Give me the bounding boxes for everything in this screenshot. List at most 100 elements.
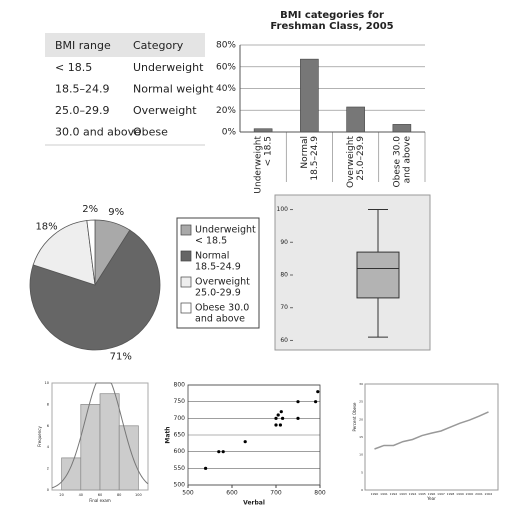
y-tick-label: 20% [216, 106, 236, 116]
x-tick-label: 2001 [475, 492, 483, 496]
x-tick-label: and above [402, 136, 412, 184]
point [278, 423, 282, 427]
point [314, 400, 318, 404]
point [296, 416, 300, 420]
y-tick-label: 2 [47, 467, 49, 471]
x-tick-label: 40 [79, 493, 83, 497]
x-tick-label: Underweight [254, 136, 264, 194]
y-tick-label: 80% [216, 41, 236, 51]
table-header: BMI range [55, 39, 111, 52]
x-tick-label: 800 [314, 490, 326, 497]
point [217, 450, 221, 454]
table-cell: 25.0–29.9 [55, 104, 109, 117]
data-label: 71% [110, 352, 132, 363]
y-tick-label: 4 [47, 445, 50, 449]
plot-bg [274, 194, 431, 351]
legend-label: Overweight [195, 277, 250, 288]
y-tick-label: 15 [359, 435, 363, 439]
legend-label: Underweight [195, 225, 256, 236]
legend-label: 25.0-29.9 [195, 288, 241, 299]
legend-label: < 18.5 [195, 236, 227, 247]
x-tick-label: 1999 [456, 492, 464, 496]
x-axis-label: Verbal [243, 500, 265, 507]
bar [118, 425, 139, 491]
x-tick-label: 500 [182, 490, 194, 497]
x-axis-label: Year [426, 496, 436, 501]
x-axis-label: Final exam [89, 498, 111, 503]
x-tick-label: 100 [135, 493, 142, 497]
point [274, 423, 278, 427]
legend-label: Normal [195, 251, 229, 262]
x-tick-label: Normal [300, 136, 310, 169]
table-cell: 30.0 and above [55, 126, 141, 139]
pie-slice [86, 219, 96, 286]
y-tick-label: 70 [280, 304, 288, 311]
y-tick-label: 30 [359, 382, 363, 386]
y-tick-label: 700 [174, 415, 186, 422]
bar [61, 457, 82, 491]
y-tick-label: 550 [174, 465, 186, 472]
y-axis-label: Math [165, 426, 172, 443]
point [316, 390, 320, 394]
y-tick-label: 0 [361, 488, 363, 492]
point [296, 400, 300, 404]
data-label: 2% [82, 204, 98, 215]
x-tick-label: 25.0–29.9 [356, 136, 366, 181]
table-cell: Underweight [133, 61, 204, 74]
legend-swatch [180, 302, 192, 314]
y-tick-label: 800 [174, 382, 186, 389]
y-tick-label: 60% [216, 62, 236, 72]
x-tick-label: Overweight [346, 136, 356, 188]
chart-title: BMI categories for Freshman Class, 2005 [270, 10, 394, 32]
x-tick-label: 1992 [390, 492, 398, 496]
point [281, 416, 285, 420]
table-cell: < 18.5 [55, 61, 92, 74]
x-tick-label: 1993 [399, 492, 407, 496]
y-tick-label: 20 [359, 417, 363, 421]
y-axis-label: Percent Obese [352, 402, 357, 432]
bar [80, 404, 101, 491]
y-tick-label: 650 [174, 432, 186, 439]
x-tick-label: Obese 30.0 [392, 136, 402, 188]
data-label: 9% [108, 207, 124, 218]
x-tick-label: 600 [226, 490, 238, 497]
bar [300, 58, 319, 133]
y-tick-label: 5 [361, 470, 363, 474]
line [374, 411, 489, 450]
bar [99, 393, 120, 491]
y-tick-label: 40% [216, 84, 236, 94]
y-tick-label: 8 [47, 402, 49, 406]
table-cell: Overweight [133, 104, 197, 117]
table-header-bg [45, 33, 205, 57]
y-tick-label: 10 [45, 381, 49, 385]
x-tick-label: 20 [59, 493, 63, 497]
x-tick-label: 1990 [371, 492, 379, 496]
x-tick-label: 1995 [418, 492, 426, 496]
plot-frame [187, 384, 321, 486]
table-header: Category [133, 39, 184, 52]
legend-swatch [180, 276, 192, 288]
y-tick-label: 90 [280, 239, 288, 246]
y-tick-label: 600 [174, 448, 186, 455]
plot-frame [364, 383, 499, 491]
x-tick-label: 18.5–24.9 [310, 136, 320, 181]
y-tick-label: 80 [280, 272, 288, 279]
y-tick-label: 10 [359, 453, 363, 457]
legend-swatch [180, 250, 192, 262]
x-tick-label: 1998 [447, 492, 455, 496]
x-tick-label: 1991 [380, 492, 388, 496]
y-tick-label: 25 [359, 400, 363, 404]
x-tick-label: 80 [117, 493, 121, 497]
point [274, 416, 278, 420]
legend-label: 18.5-24.9 [195, 262, 241, 273]
point [279, 410, 283, 414]
legend-swatch [180, 224, 192, 236]
x-tick-label: 1996 [428, 492, 436, 496]
y-tick-label: 0 [47, 488, 49, 492]
x-tick-label: 2000 [466, 492, 474, 496]
y-tick-label: 60 [280, 337, 288, 344]
y-tick-label: 100 [277, 206, 289, 213]
pie-slice [32, 220, 96, 286]
table-cell: Normal weight [133, 83, 214, 96]
